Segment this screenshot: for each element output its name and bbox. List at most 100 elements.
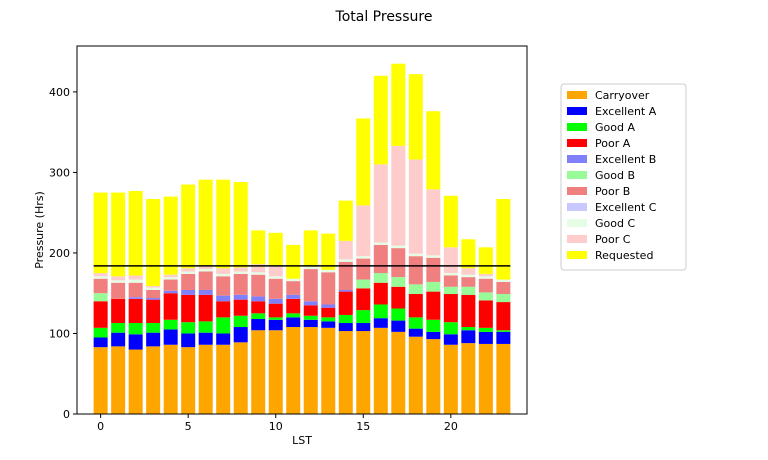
bar-segment (496, 343, 511, 414)
bar-segment (128, 279, 143, 283)
bar-segment (286, 313, 301, 318)
bar-segment (216, 301, 231, 318)
bar-segment (251, 230, 266, 265)
bar-segment (461, 274, 476, 278)
bar-segment (443, 344, 458, 414)
bar-segment (181, 271, 196, 274)
bar-segment (181, 333, 196, 348)
y-tick-label: 400 (49, 86, 70, 99)
bar-segment (478, 247, 493, 274)
bar-segment (391, 286, 406, 309)
bar-segment (93, 276, 108, 279)
bar-segment (233, 271, 248, 274)
bar-segment (146, 287, 161, 290)
bar-segment (286, 281, 301, 295)
bar-segment (128, 334, 143, 350)
bar-segment (146, 285, 161, 288)
bar-segment (391, 320, 406, 332)
bar-segment (268, 232, 283, 266)
bar-segment (426, 319, 441, 332)
legend-frame (560, 83, 687, 271)
bar-segment (128, 282, 143, 298)
bar-segment (111, 346, 126, 414)
bar-segment (356, 288, 371, 311)
bar-segment (321, 233, 336, 270)
bar-segment (373, 242, 388, 245)
bar-segment (93, 273, 108, 277)
bar-segment (461, 277, 476, 287)
x-tick-label: 10 (269, 420, 283, 433)
bar-segment (408, 159, 423, 254)
bar-segment (426, 189, 441, 256)
bar-segment (216, 333, 231, 345)
x-tick-label: 20 (444, 420, 458, 433)
bar-segment (373, 282, 388, 305)
legend-label: Excellent C (595, 201, 657, 214)
bar-segment (496, 330, 511, 332)
bar-segment (163, 290, 178, 294)
bar-segment (496, 281, 511, 295)
bar-segment (146, 298, 161, 300)
bar-segment (233, 182, 248, 268)
bar-segment (268, 330, 283, 414)
bar-segment (233, 342, 248, 414)
legend-swatch (567, 171, 587, 179)
bar-segment (391, 63, 406, 146)
legend-label: Excellent B (595, 153, 656, 166)
legend-label: Poor A (595, 137, 631, 150)
bar-segment (233, 299, 248, 316)
bar-segment (198, 179, 213, 266)
bar-segment (356, 323, 371, 332)
bar-segment (321, 321, 336, 328)
bar-segment (391, 248, 406, 278)
bar-segment (303, 319, 318, 328)
bar-segment (268, 317, 283, 320)
bar-segment (198, 271, 213, 290)
bar-segment (111, 280, 126, 283)
bar-segment (268, 265, 283, 277)
bar-segment (408, 317, 423, 329)
bar-segment (303, 230, 318, 267)
bar-segment (111, 192, 126, 277)
bars-layer (93, 63, 511, 414)
bar-segment (373, 327, 388, 414)
bar-segment (461, 239, 476, 269)
bar-segment (128, 323, 143, 335)
bar-segment (338, 200, 353, 241)
legend-swatch (567, 91, 587, 99)
legend: Carryover Excellent A Good A Poor A Excellen… (560, 83, 687, 271)
bar-segment (478, 343, 493, 414)
bar-segment (181, 322, 196, 334)
bar-segment (478, 300, 493, 328)
bar-segment (251, 313, 266, 319)
bar-segment (496, 199, 511, 280)
bar-segment (216, 295, 231, 302)
bar-segment (391, 245, 406, 249)
bar-segment (233, 315, 248, 328)
legend-swatch (567, 123, 587, 131)
bar-segment (198, 269, 213, 272)
bar-segment (408, 284, 423, 295)
bar-segment (496, 302, 511, 331)
bar-segment (216, 273, 231, 277)
bar-segment (496, 294, 511, 303)
bar-segment (338, 291, 353, 315)
legend-swatch (567, 187, 587, 195)
bar-segment (391, 145, 406, 246)
legend-label: Carryover (595, 89, 650, 102)
bar-segment (321, 317, 336, 322)
bar-segment (233, 294, 248, 300)
bar-segment (128, 349, 143, 414)
bar-segment (478, 327, 493, 332)
bar-segment (163, 277, 178, 280)
bar-segment (216, 268, 231, 274)
x-axis-label: LST (292, 434, 312, 447)
bar-segment (286, 298, 301, 314)
y-tick-label: 200 (49, 247, 70, 260)
bar-segment (391, 277, 406, 287)
bar-segment (426, 291, 441, 320)
bar-segment (128, 275, 143, 280)
bar-segment (461, 268, 476, 275)
bar-segment (478, 331, 493, 344)
